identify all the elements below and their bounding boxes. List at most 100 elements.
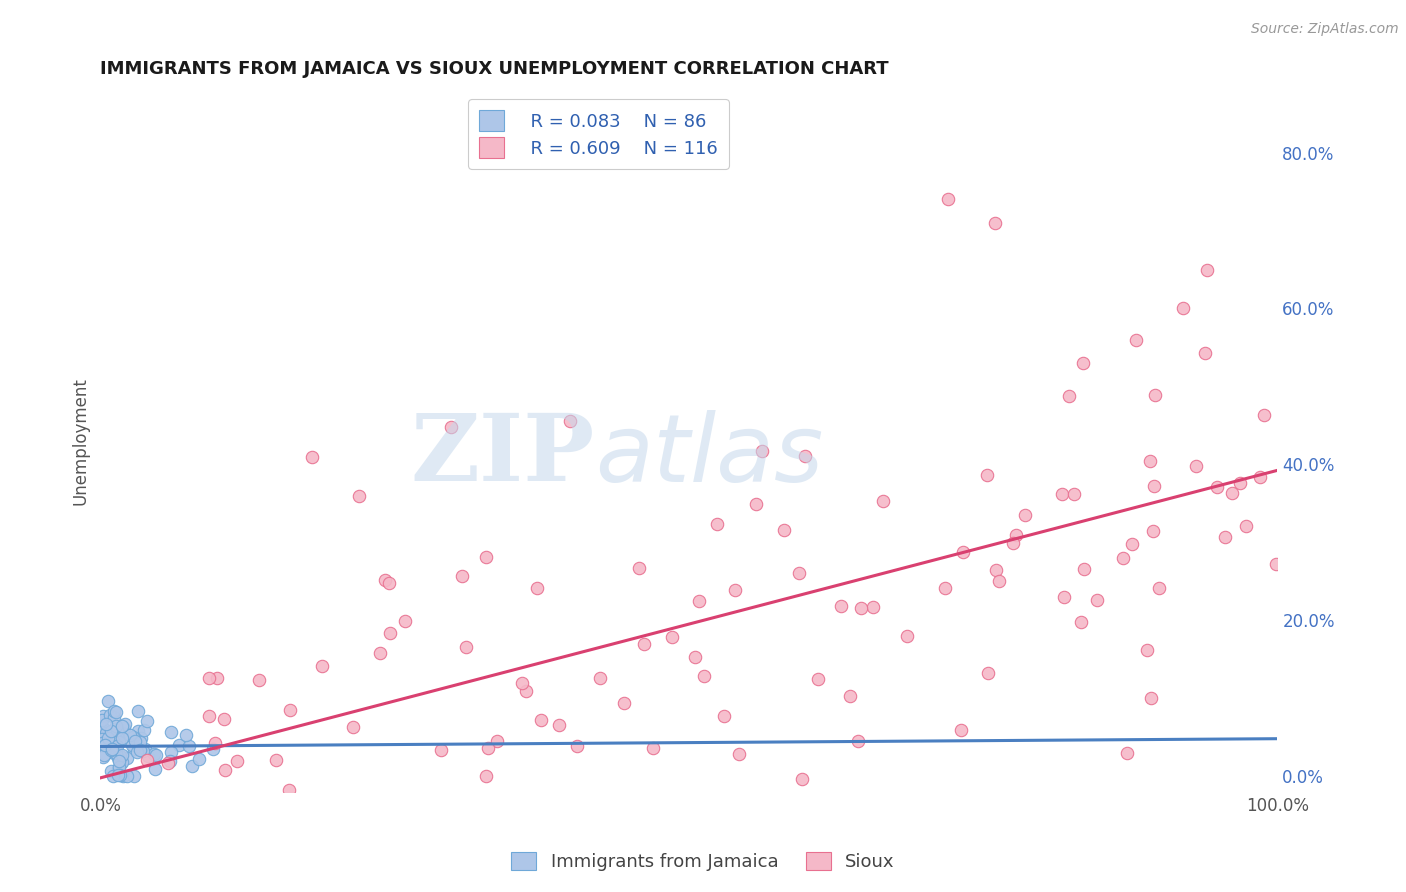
Point — [96, 729, 118, 743]
Point — [101, 769, 124, 783]
Point — [103, 744, 125, 758]
Point — [129, 743, 152, 757]
Point — [1213, 530, 1236, 544]
Point — [745, 497, 768, 511]
Point — [159, 808, 181, 822]
Point — [105, 705, 128, 719]
Point — [96, 808, 118, 822]
Point — [124, 734, 146, 748]
Point — [105, 739, 128, 754]
Point — [145, 808, 167, 822]
Point — [107, 754, 129, 768]
Point — [1139, 453, 1161, 467]
Point — [107, 768, 129, 782]
Point — [510, 676, 533, 690]
Point — [97, 694, 120, 708]
Point — [91, 721, 114, 735]
Point — [188, 752, 211, 766]
Point — [212, 712, 235, 726]
Point — [1070, 615, 1092, 630]
Point — [107, 750, 129, 764]
Point — [90, 739, 112, 754]
Point — [1121, 536, 1143, 550]
Point — [278, 704, 301, 718]
Point — [110, 756, 132, 770]
Point — [94, 716, 117, 731]
Point — [229, 808, 252, 822]
Point — [661, 630, 683, 644]
Point — [167, 738, 190, 752]
Point — [98, 708, 121, 723]
Point — [1005, 528, 1028, 542]
Point — [277, 783, 299, 797]
Point — [129, 735, 152, 749]
Point — [108, 735, 131, 749]
Point — [143, 762, 166, 776]
Point — [93, 738, 115, 752]
Point — [98, 727, 121, 741]
Point — [1229, 475, 1251, 490]
Point — [477, 740, 499, 755]
Point — [145, 808, 167, 822]
Point — [633, 637, 655, 651]
Point — [1205, 480, 1227, 494]
Point — [91, 713, 114, 727]
Point — [1050, 486, 1073, 500]
Point — [214, 763, 236, 777]
Point — [156, 756, 179, 771]
Point — [1265, 557, 1288, 571]
Point — [787, 566, 810, 581]
Point — [105, 746, 128, 760]
Point — [152, 808, 174, 822]
Text: IMMIGRANTS FROM JAMAICA VS SIOUX UNEMPLOYMENT CORRELATION CHART: IMMIGRANTS FROM JAMAICA VS SIOUX UNEMPLO… — [100, 60, 889, 78]
Point — [108, 768, 131, 782]
Point — [142, 747, 165, 761]
Point — [90, 732, 112, 747]
Point — [986, 563, 1008, 577]
Point — [474, 549, 496, 564]
Point — [1253, 408, 1275, 422]
Point — [93, 747, 115, 761]
Point — [112, 721, 135, 735]
Point — [984, 216, 1007, 230]
Point — [136, 753, 159, 767]
Point — [987, 574, 1010, 588]
Point — [160, 725, 183, 739]
Point — [627, 561, 650, 575]
Point — [1125, 333, 1147, 347]
Point — [1147, 581, 1170, 595]
Point — [1194, 346, 1216, 360]
Point — [567, 739, 589, 754]
Point — [100, 764, 122, 778]
Point — [122, 769, 145, 783]
Point — [1085, 593, 1108, 607]
Point — [713, 709, 735, 723]
Point — [683, 650, 706, 665]
Point — [896, 629, 918, 643]
Point — [934, 581, 956, 595]
Point — [197, 708, 219, 723]
Point — [693, 669, 716, 683]
Point — [807, 672, 830, 686]
Point — [1220, 486, 1243, 500]
Point — [177, 739, 200, 753]
Point — [830, 808, 852, 822]
Point — [394, 614, 416, 628]
Point — [131, 798, 153, 813]
Point — [952, 545, 974, 559]
Point — [159, 755, 181, 769]
Point — [112, 769, 135, 783]
Point — [440, 420, 463, 434]
Point — [1195, 262, 1218, 277]
Point — [728, 747, 751, 761]
Point — [475, 769, 498, 783]
Legend: Immigrants from Jamaica, Sioux: Immigrants from Jamaica, Sioux — [503, 845, 903, 879]
Point — [264, 753, 287, 767]
Point — [121, 738, 143, 752]
Point — [936, 193, 959, 207]
Point — [105, 723, 128, 737]
Point — [790, 772, 813, 786]
Point — [862, 600, 884, 615]
Point — [311, 659, 333, 673]
Point — [262, 808, 284, 822]
